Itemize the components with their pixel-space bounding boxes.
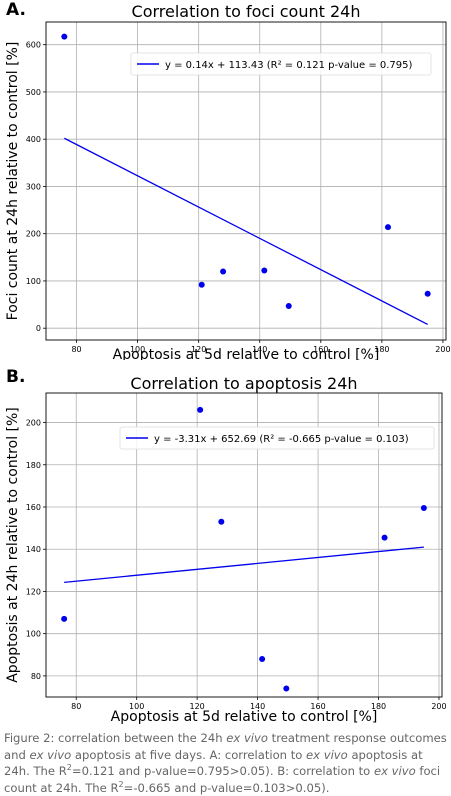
data-point	[261, 267, 268, 274]
y-tick-label: 140	[26, 545, 41, 554]
x-tick-label: 140	[252, 345, 267, 354]
legend-label: y = 0.14x + 113.43 (R² = 0.121 p-value =…	[165, 60, 413, 71]
data-point	[218, 518, 225, 525]
data-point	[197, 406, 204, 413]
y-tick-label: 200	[26, 419, 41, 428]
data-point	[424, 290, 431, 297]
legend-a: y = 0.14x + 113.43 (R² = 0.121 p-value =…	[130, 52, 432, 76]
x-tick-label: 180	[374, 345, 389, 354]
regression-line-b	[64, 546, 424, 584]
legend-box	[130, 52, 432, 76]
caption-superscript-2: 2	[118, 779, 124, 789]
caption-italic-2: ex vivo	[29, 747, 72, 762]
x-tick-label: 80	[71, 345, 81, 354]
data-point	[198, 281, 205, 288]
figure-panel-a: A. Correlation to foci count 24h 80 100 120…	[0, 0, 451, 363]
caption-text-2: treatment response outcomes and	[4, 731, 447, 762]
data-point	[381, 534, 388, 541]
x-tick-label: 160	[310, 702, 325, 711]
chart-b: Correlation to apoptosis 24h 80 100 120 140 1…	[5, 374, 447, 725]
x-tick-label: 120	[191, 345, 206, 354]
data-point	[61, 615, 68, 622]
data-point	[384, 224, 391, 231]
x-tick-label: 180	[371, 702, 386, 711]
legend-label: y = -3.31x + 652.69 (R² = -0.665 p-value…	[154, 434, 409, 445]
data-point	[259, 656, 266, 662]
x-tick-label: 100	[130, 345, 145, 354]
x-tick-label: 120	[190, 702, 205, 711]
caption-italic-1: ex vivo	[226, 731, 268, 745]
data-point	[220, 268, 227, 275]
y-tick-label: 0	[36, 324, 41, 333]
y-tick-label: 180	[26, 461, 41, 470]
data-point	[420, 505, 427, 512]
data-point	[61, 33, 68, 40]
plot-frame	[45, 21, 447, 341]
x-tick-label: 200	[431, 702, 446, 711]
panel-label-a: A.	[6, 0, 26, 20]
x-tick-label: 80	[71, 702, 81, 711]
caption-text-3: apoptosis at five days. A: correlation t…	[71, 747, 307, 762]
x-tick-label: 140	[250, 702, 265, 711]
plot-frame	[45, 392, 443, 698]
data-point	[283, 685, 290, 692]
x-tick-label: 100	[129, 702, 144, 711]
y-tick-label: 100	[26, 630, 41, 639]
y-tick-label: 500	[26, 88, 41, 97]
caption-text-6: foci count at 24h. The R	[4, 764, 441, 795]
caption-text-5: =0.121 and p-value=0.795>0.05). B: corre…	[71, 764, 374, 778]
caption-italic-3: ex vivo	[306, 747, 348, 762]
regression-line-a	[64, 137, 428, 325]
chart-title-b: Correlation to apoptosis 24h	[130, 374, 357, 393]
panel-label-b: B.	[6, 367, 26, 387]
legend-b: y = -3.31x + 652.69 (R² = -0.665 p-value…	[119, 426, 435, 450]
caption-italic-4: ex vivo	[373, 764, 416, 778]
data-point	[285, 302, 292, 309]
x-tick-label: 200	[435, 345, 450, 354]
y-tick-label: 120	[26, 587, 41, 596]
chart-a: Correlation to foci count 24h 80 100 120 140…	[5, 2, 451, 363]
x-axis-label-b: Apoptosis at 5d relative to control [%]	[111, 709, 378, 725]
y-tick-label: 160	[26, 503, 41, 512]
caption-superscript-1: 2	[66, 763, 72, 773]
x-tick-label: 160	[313, 345, 328, 354]
y-tick-label: 80	[31, 672, 41, 681]
caption-text-4: apoptosis at 24h. The R	[4, 747, 423, 779]
figure-caption: Figure 2: correlation between the 24h ex…	[4, 730, 447, 796]
legend-box	[119, 426, 435, 450]
y-tick-label: 300	[26, 182, 41, 191]
caption-text-7: =-0.665 and p-value=0.103>0.05).	[123, 780, 330, 795]
y-tick-label: 600	[26, 41, 41, 50]
y-axis-label-a: Foci count at 24h relative to control [%…	[5, 42, 21, 321]
y-tick-label: 400	[26, 135, 41, 144]
caption-text-1: Figure 2: correlation between the 24h	[4, 731, 227, 745]
y-axis-label-b: Apoptosis at 24h relative to control [%]	[5, 407, 21, 683]
y-tick-label: 100	[26, 277, 41, 286]
chart-title-a: Correlation to foci count 24h	[132, 2, 361, 21]
y-tick-label: 200	[26, 230, 41, 239]
figure-panel-b: B. Correlation to apoptosis 24h 80 100 120 1…	[0, 366, 451, 726]
x-axis-label-a: Apoptosis at 5d relative to control [%]	[113, 347, 380, 360]
